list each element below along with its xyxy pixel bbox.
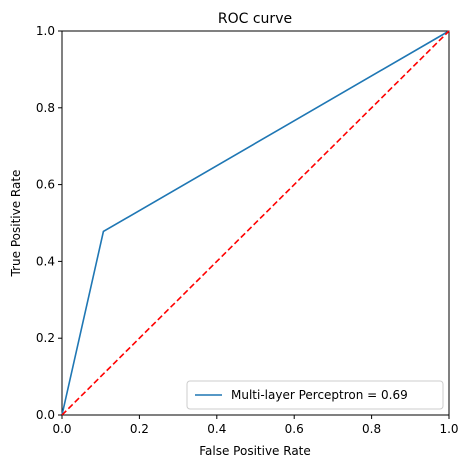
x-tick-label: 0.6 [285,422,304,436]
y-axis-label: True Positive Rate [9,170,23,278]
legend-box [186,380,444,410]
y-tick-label: 1.0 [36,24,55,38]
y-tick-label: 0.2 [36,331,55,345]
diagonal-reference-line [61,30,450,416]
x-tick-label: 1.0 [439,422,458,436]
plot-area [61,30,450,416]
chart-title: ROC curve [218,11,292,27]
y-tick-label: 0.0 [36,408,55,422]
x-axis-ticks: 0.0 0.2 0.4 0.6 0.8 1.0 [52,415,459,436]
x-axis-label: False Positive Rate [199,444,311,458]
series-layer [61,30,450,416]
roc-series-line [61,30,450,416]
y-tick-label: 0.8 [36,101,55,115]
y-tick-label: 0.6 [36,178,55,192]
legend: Multi-layer Perceptron = 0.69 [186,380,444,410]
plot-frame [61,30,450,416]
x-tick-label: 0.0 [52,422,71,436]
x-tick-label: 0.4 [207,422,226,436]
y-tick-label: 0.4 [36,254,55,268]
x-tick-label: 0.8 [362,422,381,436]
y-axis-ticks: 0.0 0.2 0.4 0.6 0.8 1.0 [36,24,62,422]
legend-label: Multi-layer Perceptron = 0.69 [231,388,408,402]
x-tick-label: 0.2 [130,422,149,436]
